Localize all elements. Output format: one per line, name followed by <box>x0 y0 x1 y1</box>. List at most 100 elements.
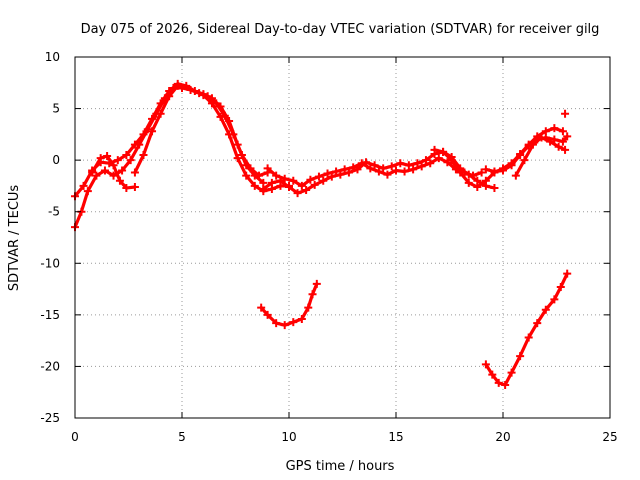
data-point <box>501 380 510 389</box>
data-point <box>550 135 559 144</box>
data-point <box>421 156 430 165</box>
data-point <box>92 171 101 180</box>
y-axis-label: SDTVAR / TECUs <box>7 185 22 292</box>
data-point <box>178 83 186 92</box>
data-point <box>528 140 537 149</box>
data-point <box>430 145 439 154</box>
data-point <box>323 169 332 178</box>
y-tick-label: -15 <box>40 308 60 322</box>
data-point <box>516 150 525 159</box>
data-point <box>409 165 418 174</box>
data-point <box>558 137 567 146</box>
data-point <box>481 176 490 185</box>
data-point <box>88 168 97 177</box>
data-point <box>396 159 405 168</box>
data-point <box>507 161 516 170</box>
data-point <box>417 162 426 171</box>
axis-ticks <box>74 56 611 419</box>
data-point <box>195 89 204 98</box>
x-tick-label: 0 <box>71 430 79 444</box>
data-point <box>289 318 298 327</box>
data-point <box>130 168 139 177</box>
data-point <box>148 127 157 136</box>
data-point <box>469 171 478 180</box>
x-tick-label: 25 <box>602 430 617 444</box>
data-point <box>122 150 131 159</box>
data-point <box>473 182 482 191</box>
data-point <box>546 137 555 146</box>
data-point <box>507 368 516 377</box>
data-point <box>556 283 565 292</box>
data-point <box>490 183 499 192</box>
data-point <box>139 150 148 159</box>
data-point <box>79 181 88 190</box>
y-tick-label: -10 <box>40 256 60 270</box>
series-line <box>484 272 569 387</box>
data-point <box>516 352 525 361</box>
data-point <box>259 185 268 194</box>
series-isolated <box>561 109 570 118</box>
data-point <box>524 333 533 342</box>
data-point <box>100 166 109 175</box>
data-point <box>561 145 570 154</box>
data-point <box>272 171 281 180</box>
data-point <box>156 109 165 118</box>
data-point <box>366 164 375 173</box>
data-point <box>413 159 422 168</box>
data-point <box>289 176 298 185</box>
data-point <box>550 124 559 133</box>
data-point <box>340 165 349 174</box>
data-point <box>115 176 124 185</box>
data-point <box>302 186 311 195</box>
data-point <box>563 132 572 141</box>
data-point <box>481 360 490 369</box>
data-point <box>533 319 542 328</box>
data-point <box>310 180 319 189</box>
series-sat-c <box>88 152 139 192</box>
data-point <box>400 167 409 176</box>
data-point <box>554 142 563 151</box>
x-tick-label: 15 <box>388 430 403 444</box>
data-point <box>349 163 358 172</box>
y-tick-labels: -25 -20 -15 -10 -5 0 5 10 <box>40 50 60 425</box>
data-point <box>165 92 174 101</box>
data-point <box>250 181 259 190</box>
data-point <box>443 158 452 167</box>
y-tick-label: -5 <box>48 205 60 219</box>
data-point <box>312 279 321 288</box>
data-point <box>257 303 266 312</box>
data-point <box>561 109 570 118</box>
data-point <box>126 156 135 165</box>
data-series <box>71 79 572 389</box>
data-point <box>135 140 144 149</box>
data-point <box>263 164 272 173</box>
data-point <box>113 156 122 165</box>
data-point <box>481 165 490 174</box>
data-point <box>118 166 127 175</box>
series-sat-j <box>511 133 570 180</box>
x-tick-labels: 0 5 10 15 20 25 <box>71 430 617 444</box>
data-point <box>297 181 306 190</box>
data-point <box>541 305 550 314</box>
data-point <box>511 171 520 180</box>
plot-frame <box>74 56 611 419</box>
data-point <box>456 168 465 177</box>
data-point <box>199 91 208 100</box>
data-point <box>563 269 572 278</box>
data-point <box>332 167 341 176</box>
data-point <box>550 295 559 304</box>
y-tick-label: -20 <box>40 359 60 373</box>
x-tick-label: 5 <box>178 430 186 444</box>
data-point <box>464 178 473 187</box>
data-point <box>490 167 499 176</box>
data-point <box>143 125 152 134</box>
series-sat-k <box>257 279 321 330</box>
data-point <box>387 162 396 171</box>
data-point <box>293 189 302 198</box>
data-point <box>280 174 289 183</box>
gridlines <box>75 57 610 418</box>
data-point <box>319 176 328 185</box>
series-sat-f <box>259 147 499 198</box>
x-tick-label: 10 <box>281 430 296 444</box>
